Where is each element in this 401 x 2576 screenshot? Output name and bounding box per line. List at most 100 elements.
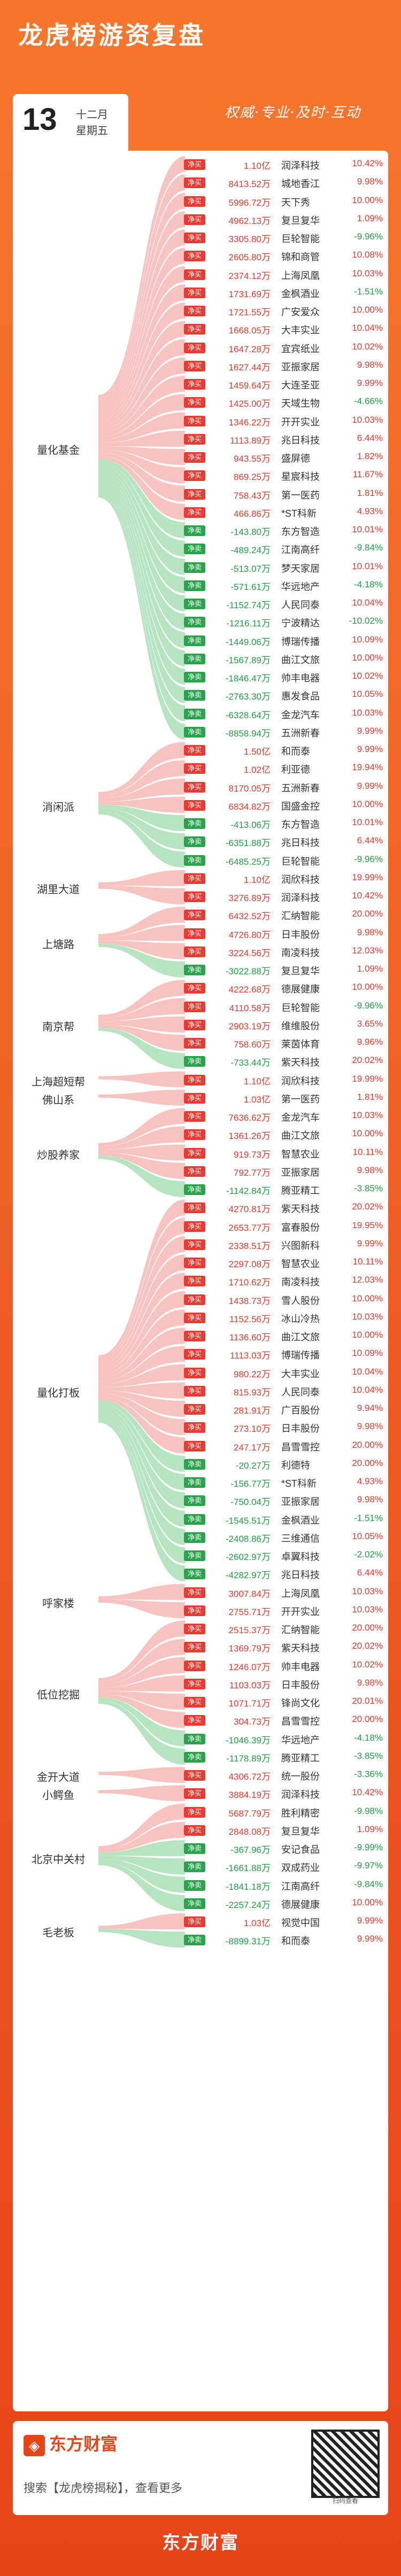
stock-name[interactable]: 冰山冷热: [281, 1313, 320, 1324]
stock-row[interactable]: 净卖 -8858.94万 五洲新春 9.99%: [168, 723, 388, 741]
stock-row[interactable]: 净买 8413.52万 城地香江 9.98%: [168, 173, 388, 191]
stock-name[interactable]: 博瑞传播: [281, 636, 320, 647]
stock-name[interactable]: 梦天家居: [281, 563, 320, 574]
stock-name[interactable]: 昌雪雪控: [281, 1716, 320, 1727]
stock-row[interactable]: 净买 2903.19万 维维股份 3.65%: [168, 1015, 388, 1034]
brand-logo[interactable]: ◈ 东方财富: [24, 2431, 118, 2456]
stock-name[interactable]: 利亚德: [281, 764, 310, 775]
stock-name[interactable]: 金龙汽车: [281, 709, 320, 720]
stock-row[interactable]: 净卖 -1661.88万 双成药业 -9.97%: [168, 1857, 388, 1875]
stock-row[interactable]: 净卖 -413.06万 东方智造 10.01%: [168, 814, 388, 832]
stock-name[interactable]: 复旦复华: [281, 966, 320, 976]
stock-name[interactable]: *ST科新: [281, 508, 317, 519]
stock-name[interactable]: 惠发食品: [281, 691, 320, 702]
seat-name[interactable]: 上海超短帮: [32, 1076, 85, 1088]
stock-row[interactable]: 净卖 -6485.25万 巨轮智能 -9.96%: [168, 851, 388, 869]
stock-row[interactable]: 净买 1369.79万 紫天科技 20.02%: [168, 1638, 388, 1656]
stock-row[interactable]: 净卖 -1178.89万 腾亚精工 -3.85%: [168, 1748, 388, 1766]
seat-name[interactable]: 量化基金: [37, 445, 80, 456]
stock-row[interactable]: 净买 3305.80万 巨轮智能 -9.96%: [168, 228, 388, 246]
seat-name[interactable]: 毛老板: [42, 1927, 74, 1939]
stock-name[interactable]: 润泽科技: [281, 1789, 320, 1801]
stock-row[interactable]: 净买 1721.55万 广安爱众 10.00%: [168, 301, 388, 320]
stock-row[interactable]: 净买 1113.03万 博瑞传播 10.09%: [168, 1345, 388, 1363]
seat-name[interactable]: 金开大道: [37, 1772, 80, 1784]
stock-row[interactable]: 净买 4270.81万 紫天科技 20.02%: [168, 1198, 388, 1216]
stock-name[interactable]: 广百股份: [281, 1405, 320, 1416]
stock-row[interactable]: 净卖 -143.80万 东方智造 10.01%: [168, 521, 388, 539]
stock-name[interactable]: 华远地产: [281, 1734, 320, 1745]
stock-name[interactable]: 广安爱众: [281, 307, 320, 317]
stock-row[interactable]: 净卖 -20.27万 利德特 20.00%: [168, 1455, 388, 1473]
stock-row[interactable]: 净买 1.02亿 利亚德 19.94%: [168, 759, 388, 777]
stock-name[interactable]: 江南高纤: [281, 545, 320, 556]
stock-name[interactable]: 锋尚文化: [281, 1698, 320, 1709]
stock-name[interactable]: 巨轮智能: [281, 856, 320, 867]
stock-name[interactable]: 开开实业: [281, 1606, 320, 1617]
stock-name[interactable]: 昌雪雪控: [281, 1441, 320, 1453]
stock-row[interactable]: 净买 1.10亿 润泽科技 10.42%: [168, 155, 388, 173]
stock-name[interactable]: 曲江文旅: [281, 654, 320, 665]
stock-name[interactable]: 宜宾纸业: [281, 343, 320, 354]
stock-row[interactable]: 净买 6834.82万 国盛金控 10.00%: [168, 796, 388, 814]
seat-name[interactable]: 南京帮: [42, 1021, 74, 1033]
stock-row[interactable]: 净买 1.10亿 润欣科技 19.99%: [168, 1070, 388, 1089]
stock-name[interactable]: 亚振家居: [281, 361, 320, 373]
stock-row[interactable]: 净买 1.50亿 和而泰 9.99%: [168, 741, 388, 759]
stock-name[interactable]: 智慧农业: [281, 1149, 320, 1160]
stock-name[interactable]: 统一股份: [281, 1771, 320, 1782]
stock-row[interactable]: 净买 943.55万 盛屏德 1.82%: [168, 448, 388, 466]
stock-row[interactable]: 净买 1425.00万 天域生物 -4.66%: [168, 393, 388, 411]
stock-name[interactable]: 紫天科技: [281, 1643, 320, 1654]
stock-row[interactable]: 净买 1103.03万 日丰股份 9.98%: [168, 1674, 388, 1693]
qr-code[interactable]: [311, 2430, 380, 2498]
stock-name[interactable]: 东方智造: [281, 526, 320, 537]
stock-row[interactable]: 净买 5996.72万 天下秀 10.00%: [168, 192, 388, 210]
stock-name[interactable]: 汇纳智能: [281, 911, 320, 922]
stock-name[interactable]: 大丰实业: [281, 1368, 320, 1379]
stock-row[interactable]: 净买 1.10亿 润欣科技 19.99%: [168, 869, 388, 887]
stock-name[interactable]: 润泽科技: [281, 160, 320, 171]
seat-name[interactable]: 上塘路: [42, 938, 74, 951]
stock-name[interactable]: 大连圣亚: [281, 380, 320, 391]
stock-row[interactable]: 净卖 -571.61万 华远地产 -4.18%: [168, 576, 388, 594]
stock-name[interactable]: 东方智造: [281, 819, 320, 830]
stock-row[interactable]: 净买 2848.08万 复旦复华 1.09%: [168, 1821, 388, 1839]
stock-row[interactable]: 净买 1438.73万 雪人股份 10.00%: [168, 1290, 388, 1308]
stock-name[interactable]: 和而泰: [281, 1936, 310, 1947]
stock-name[interactable]: 复旦复华: [281, 215, 320, 226]
stock-row[interactable]: 净卖 -1216.11万 宁波精达 -10.02%: [168, 612, 388, 631]
seat-name[interactable]: 北京中关村: [32, 1854, 85, 1866]
stock-name[interactable]: 德展健康: [281, 1899, 320, 1910]
stock-name[interactable]: 智慧农业: [281, 1259, 320, 1269]
stock-name[interactable]: 大丰实业: [281, 325, 320, 336]
seat-name[interactable]: 呼家楼: [42, 1597, 74, 1610]
stock-name[interactable]: 日丰股份: [281, 1679, 320, 1690]
stock-row[interactable]: 净买 2755.71万 开开实业 10.03%: [168, 1601, 388, 1619]
stock-row[interactable]: 净买 466.86万 *ST科新 4.93%: [168, 503, 388, 521]
stock-name[interactable]: 帅丰电器: [281, 1661, 320, 1672]
stock-row[interactable]: 净卖 -489.24万 江南高纤 -9.84%: [168, 539, 388, 557]
stock-row[interactable]: 净买 8170.05万 五洲新春 9.99%: [168, 778, 388, 796]
stock-row[interactable]: 净买 7636.62万 金龙汽车 10.03%: [168, 1107, 388, 1125]
stock-row[interactable]: 净买 919.73万 智慧农业 10.11%: [168, 1144, 388, 1162]
stock-row[interactable]: 净买 2338.51万 兴图新科 9.99%: [168, 1235, 388, 1253]
stock-name[interactable]: 兆日科技: [281, 434, 320, 446]
stock-row[interactable]: 净卖 -733.44万 紫天科技 20.02%: [168, 1052, 388, 1070]
stock-name[interactable]: 第一医药: [281, 490, 320, 501]
stock-name[interactable]: 盛屏德: [281, 453, 310, 464]
stock-row[interactable]: 净卖 -1046.39万 华远地产 -4.18%: [168, 1729, 388, 1748]
stock-row[interactable]: 净买 815.93万 人民同泰 10.04%: [168, 1382, 388, 1400]
stock-row[interactable]: 净买 1459.64万 大连圣亚 9.99%: [168, 375, 388, 393]
stock-row[interactable]: 净卖 -2257.24万 德展健康 10.00%: [168, 1894, 388, 1912]
stock-name[interactable]: 三维通信: [281, 1533, 320, 1544]
stock-row[interactable]: 净卖 -2602.97万 卓翼科技 -2.02%: [168, 1546, 388, 1564]
stock-row[interactable]: 净买 273.10万 日丰股份 9.98%: [168, 1418, 388, 1436]
stock-name[interactable]: 亚振家居: [281, 1167, 320, 1178]
stock-row[interactable]: 净卖 -156.77万 *ST科新 4.93%: [168, 1473, 388, 1491]
stock-row[interactable]: 净买 4962.13万 复旦复华 1.09%: [168, 210, 388, 228]
stock-name[interactable]: 腾亚精工: [281, 1752, 320, 1764]
stock-row[interactable]: 净买 1731.69万 金枫酒业 -1.51%: [168, 283, 388, 301]
stock-name[interactable]: 星宸科技: [281, 471, 320, 483]
stock-row[interactable]: 净买 980.22万 大丰实业 10.04%: [168, 1363, 388, 1382]
